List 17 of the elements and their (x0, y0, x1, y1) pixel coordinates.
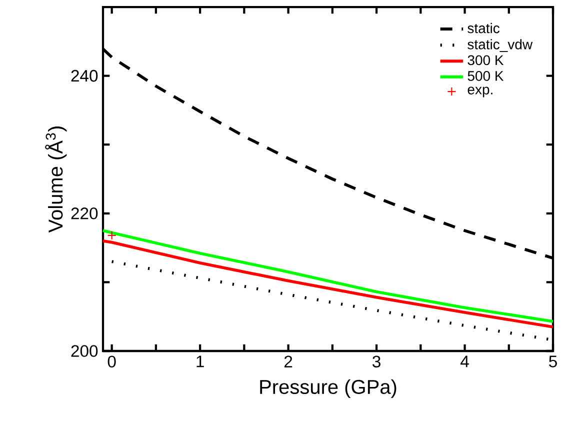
x-tick-label: 3 (372, 356, 380, 368)
y-axis-title: Volume (Å$^{3}$) (45, 126, 67, 233)
legend-label: 500 K (468, 70, 504, 81)
x-tick-label: 5 (549, 356, 557, 368)
x-tick-label: 4 (460, 356, 469, 368)
legend-label: static (468, 22, 500, 34)
x-axis-title: Pressure (GPa) (260, 379, 396, 398)
line-series (102, 229, 554, 323)
y-tick-label: 240 (71, 70, 98, 82)
legend-label: 300 K (468, 55, 504, 66)
legend-label: exp. (468, 86, 492, 98)
x-tick-label: 0 (108, 356, 116, 368)
legend-label: static_vdw (468, 39, 533, 52)
y-tick-label: 220 (71, 208, 98, 220)
x-tick-label: 1 (196, 356, 204, 368)
x-tick-label: 2 (284, 356, 292, 368)
y-tick-label: 200 (71, 345, 98, 357)
